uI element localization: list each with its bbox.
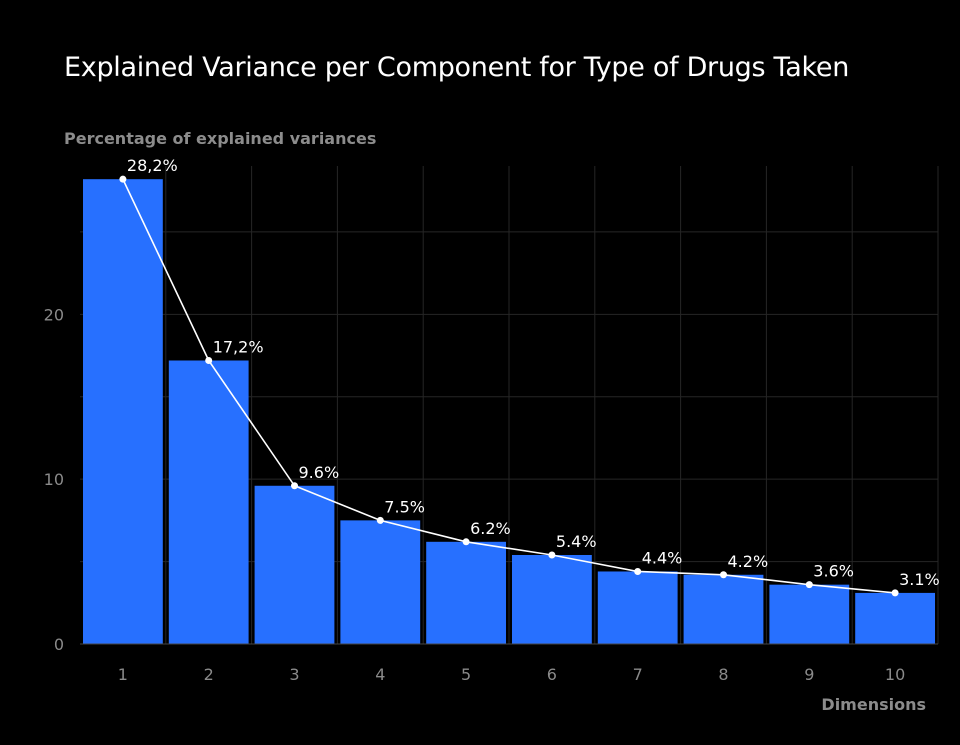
data-point [805,581,813,589]
bar [83,179,163,644]
bar [597,571,678,644]
bar [168,360,249,644]
data-label: 5.4% [556,532,597,551]
data-point [634,567,642,575]
y-tick-label: 10 [44,470,64,489]
bar [512,554,592,644]
data-point [548,551,556,559]
x-tick-label: 3 [289,665,299,684]
series-line [122,178,896,594]
data-point [291,482,298,490]
bar [769,584,850,644]
bar [683,574,764,644]
x-tick-label: 5 [461,665,471,684]
data-label: 17,2% [213,337,264,356]
bar [426,541,506,644]
bar [855,592,935,644]
x-tick-label: 1 [118,665,128,684]
data-point [720,571,727,579]
x-tick-label: 7 [633,665,643,684]
data-label: 9.6% [299,463,340,482]
x-tick-label: 2 [204,665,214,684]
x-tick-label: 9 [804,665,814,684]
data-point [205,356,213,364]
x-axis-label: Dimensions [821,695,926,714]
data-point [891,589,899,597]
data-point [462,538,470,546]
y-tick-label: 20 [44,305,64,324]
x-tick-label: 6 [547,665,557,684]
x-tick-label: 8 [718,665,728,684]
data-point [119,175,127,183]
x-tick-label: 4 [375,665,385,684]
data-label: 4.2% [728,552,769,571]
data-label: 7.5% [384,497,425,516]
data-label: 3.6% [813,562,854,581]
data-label: 28,2% [127,156,178,175]
y-axis-label: Percentage of explained variances [64,129,377,148]
data-label: 4.4% [642,548,683,567]
y-tick-label: 0 [54,635,64,654]
bar [254,485,335,644]
data-label: 6.2% [470,519,511,538]
bar [340,520,421,644]
chart-title: Explained Variance per Component for Typ… [64,52,850,83]
data-label: 3.1% [899,570,940,589]
data-point [376,516,384,524]
x-tick-label: 10 [885,665,905,684]
